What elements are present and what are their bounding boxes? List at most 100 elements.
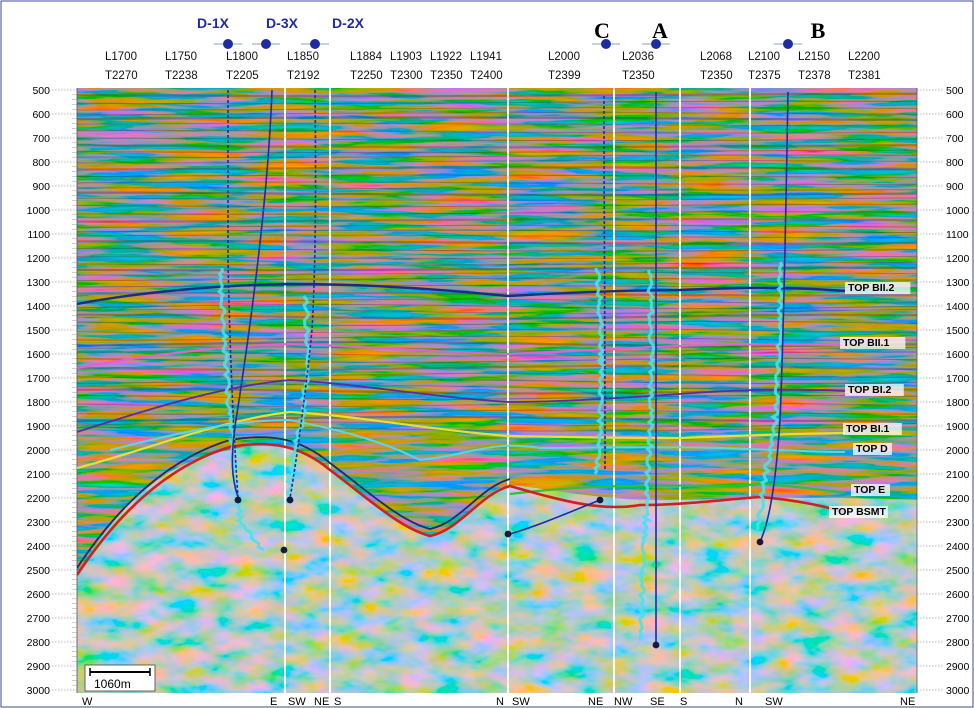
left-depth-tick: 2100 (27, 469, 51, 481)
left-depth-tick: 1700 (27, 373, 51, 385)
well-location-marker (223, 39, 233, 49)
inline-label: L2068 (700, 51, 732, 63)
orientation-label: NE (900, 696, 915, 708)
left-depth-tick: 1400 (27, 301, 51, 313)
left-depth-tick: 1300 (27, 277, 51, 289)
left-depth-tick: 2800 (27, 637, 51, 649)
inline-label: L2036 (622, 51, 654, 63)
right-depth-tick: 2200 (946, 493, 970, 505)
well-td-marker (597, 497, 604, 504)
well-location-marker (310, 39, 320, 49)
right-depth-tick: 1900 (946, 421, 970, 433)
traverse-label: T2250 (350, 70, 383, 82)
right-depth-tick: 2700 (946, 613, 970, 625)
left-depth-tick: 3000 (27, 685, 51, 697)
well-name-label: D-2X (332, 15, 365, 31)
well-location-marker (783, 39, 793, 49)
well-letter-label: B (811, 18, 826, 43)
left-depth-tick: 600 (32, 109, 50, 121)
left-depth-tick: 1600 (27, 349, 51, 361)
inline-label: L1850 (287, 51, 319, 63)
right-depth-tick: 2100 (946, 469, 970, 481)
left-depth-tick: 1800 (27, 397, 51, 409)
right-depth-tick: 1300 (946, 277, 970, 289)
horizon-label: TOP D (856, 443, 888, 455)
inline-label: L1800 (226, 51, 258, 63)
left-depth-tick: 2900 (27, 661, 51, 673)
right-depth-tick: 600 (946, 109, 964, 121)
right-depth-tick: 700 (946, 133, 964, 145)
left-depth-tick: 2700 (27, 613, 51, 625)
right-depth-tick: 2800 (946, 637, 970, 649)
well-td-marker (287, 497, 294, 504)
well-letter-label: A (652, 18, 668, 43)
orientation-label: SE (650, 696, 665, 708)
traverse-label: T2381 (848, 70, 881, 82)
left-depth-tick: 1000 (27, 205, 51, 217)
scale-bar-label: 1060m (94, 677, 131, 691)
traverse-label: T2300 (390, 70, 423, 82)
left-depth-tick: 2000 (27, 445, 51, 457)
inline-label: L1700 (105, 51, 137, 63)
left-depth-tick: 2400 (27, 541, 51, 553)
well-name-label: D-3X (266, 15, 299, 31)
right-depth-tick: 1600 (946, 349, 970, 361)
traverse-label: T2270 (105, 70, 138, 82)
left-depth-tick: 2200 (27, 493, 51, 505)
orientation-label: W (82, 696, 93, 708)
right-depth-tick: 1500 (946, 325, 970, 337)
right-depth-tick: 800 (946, 157, 964, 169)
right-depth-tick: 2900 (946, 661, 970, 673)
left-depth-tick: 700 (32, 133, 50, 145)
inline-label: L2150 (798, 51, 830, 63)
right-depth-tick: 2000 (946, 445, 970, 457)
traverse-label: T2350 (700, 70, 733, 82)
right-depth-tick: 1200 (946, 253, 970, 265)
well-td-marker (235, 497, 242, 504)
well-td-marker (757, 539, 764, 546)
orientation-label: NW (614, 696, 633, 708)
traverse-label: T2350 (622, 70, 655, 82)
traverse-label: T2378 (798, 70, 831, 82)
well-td-marker (653, 642, 660, 649)
horizon-label: TOP BSMT (832, 506, 886, 518)
right-depth-tick: 2500 (946, 565, 970, 577)
traverse-label: T2399 (548, 70, 581, 82)
left-depth-tick: 2500 (27, 565, 51, 577)
orientation-label: E (270, 696, 277, 708)
orientation-label: NE (588, 696, 603, 708)
left-depth-tick: 900 (32, 181, 50, 193)
right-depth-tick: 900 (946, 181, 964, 193)
traverse-label: T2238 (165, 70, 198, 82)
well-letter-label: C (594, 18, 610, 43)
orientation-label: SW (765, 696, 783, 708)
traverse-label: T2192 (287, 70, 320, 82)
horizon-label: TOP BI.2 (848, 384, 892, 396)
traverse-label: T2375 (748, 70, 781, 82)
orientation-label: N (735, 696, 743, 708)
inline-label: L1750 (165, 51, 197, 63)
orientation-label: N (496, 696, 504, 708)
orientation-label: SW (288, 696, 306, 708)
left-depth-tick: 500 (32, 85, 50, 97)
right-depth-tick: 2600 (946, 589, 970, 601)
left-depth-tick: 1100 (27, 229, 50, 241)
inline-label: L1903 (390, 51, 422, 63)
scale-bar: 1060m (85, 665, 155, 691)
traverse-label: T2400 (470, 70, 503, 82)
horizon-label: TOP BII.2 (848, 282, 894, 294)
horizon-label: TOP E (854, 484, 885, 496)
right-depth-tick: 1800 (946, 397, 970, 409)
right-depth-tick: 3000 (946, 685, 970, 697)
right-depth-tick: 1700 (946, 373, 970, 385)
orientation-label: SW (512, 696, 530, 708)
left-depth-tick: 2300 (27, 517, 51, 529)
right-depth-tick: 1000 (946, 205, 970, 217)
horizon-label: TOP BII.1 (843, 337, 889, 349)
left-depth-tick: 800 (32, 157, 50, 169)
traverse-label: T2350 (430, 70, 463, 82)
right-depth-tick: 2400 (946, 541, 970, 553)
left-depth-tick: 2600 (27, 589, 51, 601)
inline-label: L1884 (350, 51, 383, 63)
orientation-label: NE (314, 696, 329, 708)
